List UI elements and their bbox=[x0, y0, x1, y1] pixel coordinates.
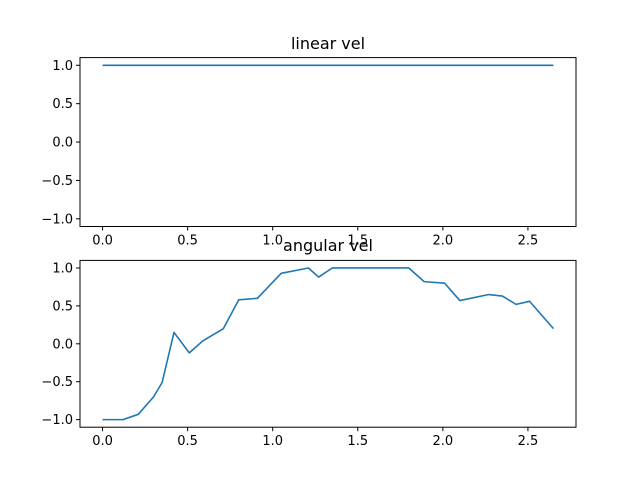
angular-vel-y-tick-label: −1.0 bbox=[41, 413, 73, 428]
angular-vel-y-tick-label: 0.5 bbox=[52, 299, 73, 314]
linear-vel-x-tick-label: 2.0 bbox=[433, 234, 454, 249]
linear-vel-y-tick-label: 0.5 bbox=[52, 97, 73, 112]
angular-vel-series-line bbox=[102, 267, 555, 421]
linear-vel-title: linear vel bbox=[291, 34, 365, 53]
linear-vel-x-tick-label: 1.5 bbox=[347, 234, 368, 249]
linear-vel-y-tick-label: −1.0 bbox=[41, 212, 73, 227]
angular-vel-y-tick-label: 0.0 bbox=[52, 337, 73, 352]
linear-vel-ticks: 0.0 0.5 1.0 1.5 2.0 2.5 1.0 0.5 0.0 −0.5 −1.0 bbox=[41, 59, 538, 249]
linear-vel-y-tick-label: −0.5 bbox=[41, 174, 73, 189]
angular-vel-x-tick-label: 1.0 bbox=[262, 434, 283, 449]
linear-vel-x-tick-label: 0.5 bbox=[177, 234, 198, 249]
angular-vel-plot-frame bbox=[79, 259, 577, 428]
linear-vel-y-tick-label: 0.0 bbox=[52, 136, 73, 151]
angular-vel-x-tick-label: 1.5 bbox=[347, 434, 368, 449]
angular-vel-series bbox=[102, 267, 555, 421]
angular-vel-x-tick-label: 2.0 bbox=[433, 434, 454, 449]
linear-vel-x-tick-label: 1.0 bbox=[262, 234, 283, 249]
angular-vel-x-tick-label: 0.0 bbox=[92, 434, 113, 449]
angular-vel-y-tick-label: −0.5 bbox=[41, 375, 73, 390]
angular-vel-ticks: 0.0 0.5 1.0 1.5 2.0 2.5 1.0 0.5 0.0 −0.5 −1.0 bbox=[41, 261, 538, 449]
linear-vel-y-tick-label: 1.0 bbox=[52, 59, 73, 74]
angular-vel-title: angular vel bbox=[283, 236, 373, 255]
angular-vel-x-tick-label: 2.5 bbox=[518, 434, 539, 449]
angular-vel-axes: 0.0 0.5 1.0 1.5 2.0 2.5 1.0 0.5 0.0 −0.5 −1.0 angu… bbox=[41, 236, 577, 449]
angular-vel-y-tick-label: 1.0 bbox=[52, 261, 73, 276]
linear-vel-x-tick-label: 2.5 bbox=[518, 234, 539, 249]
linear-vel-plot-frame bbox=[79, 57, 577, 227]
linear-vel-axes: linear vel 0.0 0.5 1.0 1.5 2.0 2.5 1.0 0.5 0.0 −0… bbox=[41, 34, 577, 249]
angular-vel-x-tick-label: 0.5 bbox=[177, 434, 198, 449]
linear-vel-x-tick-label: 0.0 bbox=[92, 234, 113, 249]
